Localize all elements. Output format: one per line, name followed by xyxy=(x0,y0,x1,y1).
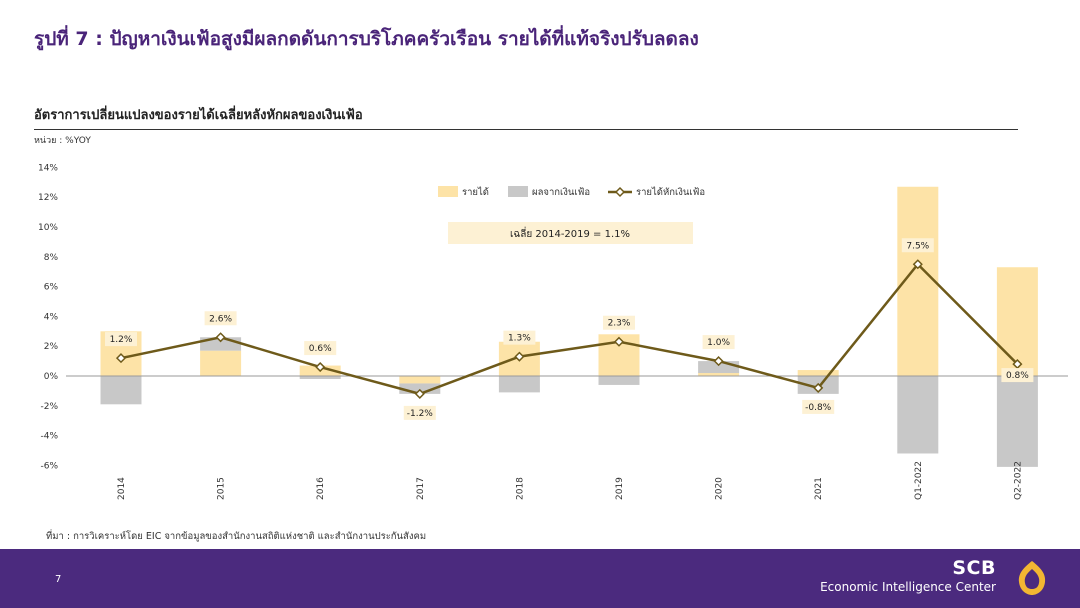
data-label: 2.3% xyxy=(608,319,631,329)
chart-subtitle: อัตราการเปลี่ยนแปลงของรายได้เฉลี่ยหลังหั… xyxy=(34,108,363,123)
inflation-bar xyxy=(897,376,939,454)
x-tick-label: 2015 xyxy=(217,477,227,500)
x-tick-label: 2019 xyxy=(615,477,625,500)
data-label-bg xyxy=(603,315,635,330)
data-label-bg xyxy=(304,341,337,356)
data-label-bg xyxy=(901,238,934,253)
figure-title: รูปที่ 7 : ปัญหาเงินเฟ้อสูงมีผลกดดันการบ… xyxy=(34,28,699,50)
x-tick-label: Q1-2022 xyxy=(914,461,924,500)
x-tick-label: 2018 xyxy=(515,477,525,500)
legend-income-swatch xyxy=(438,186,458,197)
y-tick-label: 12% xyxy=(38,193,58,203)
average-annotation-text: เฉลี่ย 2014-2019 = 1.1% xyxy=(510,226,630,240)
x-tick-label: 2014 xyxy=(117,477,127,500)
data-label: 0.8% xyxy=(1006,371,1029,381)
real-income-line xyxy=(120,262,1019,396)
y-tick-label: -2% xyxy=(40,402,58,412)
y-tick-label: 14% xyxy=(38,163,58,173)
real-income-marker xyxy=(115,353,127,364)
real-income-marker xyxy=(414,388,425,399)
data-label-bg xyxy=(403,405,436,420)
inflation-bar xyxy=(399,383,441,394)
title-divider xyxy=(34,129,1018,130)
real-income-marker xyxy=(713,356,724,367)
real-income-marker xyxy=(514,351,525,362)
footer-bar: 7 SCB Economic Intelligence Center xyxy=(0,549,1080,608)
data-label: 1.0% xyxy=(707,338,730,348)
income-bar xyxy=(698,373,740,376)
inflation-bar xyxy=(498,376,540,393)
income-bar xyxy=(996,267,1038,376)
income-bar xyxy=(200,350,242,376)
x-tick-label: 2021 xyxy=(814,477,824,500)
inflation-bar xyxy=(598,376,640,385)
data-label: 2.6% xyxy=(209,314,232,324)
y-tick-label: -6% xyxy=(40,461,58,471)
source-note: ที่มา : การวิเคราะห์โดย EIC จากข้อมูลของ… xyxy=(46,531,427,542)
real-income-marker xyxy=(215,332,226,343)
inflation-bar xyxy=(996,376,1038,467)
x-tick-label: 2016 xyxy=(316,477,326,500)
unit-label: หน่วย : %YOY xyxy=(34,136,91,146)
real-income-marker xyxy=(613,336,625,347)
legend-inflation-label: ผลจากเงินเฟ้อ xyxy=(532,187,590,198)
data-label-bg xyxy=(702,335,735,350)
income-bar xyxy=(399,376,441,384)
legend-inflation-swatch xyxy=(508,186,528,197)
data-label: -1.2% xyxy=(407,409,434,419)
legend-real-income-marker xyxy=(614,186,626,198)
average-annotation-box xyxy=(448,222,693,244)
data-label: 1.2% xyxy=(110,335,133,345)
y-tick-label: 2% xyxy=(44,342,59,352)
real-income-marker xyxy=(912,259,923,270)
inflation-bar xyxy=(698,361,740,374)
income-bar xyxy=(797,370,839,376)
x-tick-label: Q2-2022 xyxy=(1013,461,1023,500)
y-tick-label: 4% xyxy=(44,312,59,322)
data-label-bg xyxy=(1001,368,1034,383)
data-label: 1.3% xyxy=(508,334,531,344)
data-label: -0.8% xyxy=(805,403,832,413)
data-label-bg xyxy=(503,330,536,345)
data-label-bg xyxy=(105,332,137,347)
data-label: 0.6% xyxy=(309,344,332,354)
legend-income-label: รายได้ xyxy=(462,186,489,198)
data-label-bg xyxy=(802,399,835,414)
y-tick-label: 0% xyxy=(44,372,59,382)
data-label: 7.5% xyxy=(906,241,929,251)
y-tick-label: 6% xyxy=(44,283,59,293)
inflation-bar xyxy=(299,376,341,379)
x-tick-label: 2017 xyxy=(416,477,426,500)
real-income-marker xyxy=(813,382,824,393)
y-tick-label: 8% xyxy=(44,253,59,263)
y-tick-label: -4% xyxy=(40,432,58,442)
data-label-bg xyxy=(204,311,237,326)
inflation-bar xyxy=(100,376,142,405)
chart-area: -6% -4% -2% 0% 2% 4% 6% 8% 10% 12% 14% 1.2% 2.6% 0.6%… xyxy=(38,163,1068,500)
legend-real-income-label: รายได้หักเงินเฟ้อ xyxy=(636,186,705,198)
x-tick-label: 2020 xyxy=(715,477,725,500)
real-income-marker xyxy=(315,361,326,373)
brand-block: SCB Economic Intelligence Center xyxy=(820,557,996,595)
y-tick-label: 10% xyxy=(38,223,58,233)
scb-logo-icon xyxy=(1018,561,1046,595)
page-number: 7 xyxy=(55,574,62,585)
brand-name: SCB xyxy=(952,557,996,579)
brand-subtitle: Economic Intelligence Center xyxy=(820,580,996,594)
